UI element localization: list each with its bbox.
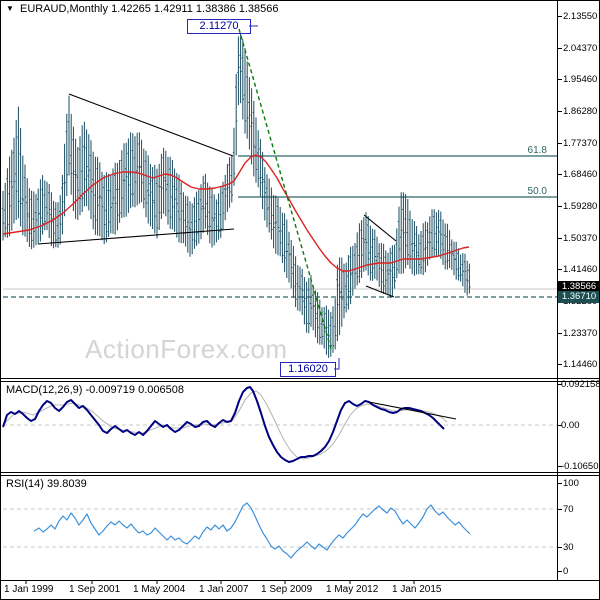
rsi-axis-label: 30 <box>563 542 574 553</box>
rsi-indicator-label: RSI(14) 39.8039 <box>6 478 87 490</box>
price-axis-label: 2.13550 <box>563 11 598 22</box>
price-axis-label: 1.77370 <box>563 138 598 149</box>
ohlc-close: 1.38566 <box>238 3 279 15</box>
price-axis-label: 1.59280 <box>563 201 598 212</box>
wedge-lower-trendline <box>365 285 395 298</box>
date-axis-label: 1 Jan 1999 <box>4 584 54 595</box>
macd-indicator-label: MACD(12,26,9) -0.009719 0.006508 <box>6 384 184 396</box>
price-axis-label: 1.95460 <box>563 74 598 85</box>
macd-trendline <box>368 401 457 420</box>
symbol-period-label: EURAUD,Monthly <box>19 3 109 15</box>
price-axis-label: 2.04370 <box>563 43 598 54</box>
macd-main-line <box>2 386 445 463</box>
rsi-axis-label: 100 <box>563 478 579 489</box>
chart-title-bar: ▼ EURAUD,Monthly 1.42265 1.42911 1.38386… <box>6 3 279 15</box>
date-axis-label: 1 May 2012 <box>326 584 379 595</box>
peak-price-annotation[interactable]: 2.11270 <box>187 19 251 34</box>
collapse-chart-icon[interactable]: ▼ <box>6 4 14 13</box>
date-axis-label: 1 Jan 2015 <box>392 584 442 595</box>
projection-dashed-line <box>238 28 332 350</box>
watermark: ActionForex.com <box>85 334 288 364</box>
price-axis-label: 1.86280 <box>563 106 598 117</box>
ohlc-low: 1.38386 <box>195 3 236 15</box>
red-moving-average <box>2 154 470 272</box>
wedge-upper-trendline <box>363 214 397 242</box>
macd-signal-line <box>2 390 448 460</box>
level-price-badge: 1.36710 <box>558 291 599 303</box>
price-axis-label: 1.23370 <box>563 328 598 339</box>
macd-axis-label: 0.00 <box>561 420 580 431</box>
price-bars <box>1 34 471 358</box>
price-axis-label: 1.50370 <box>563 233 598 244</box>
triangle-upper-trendline <box>68 93 234 157</box>
rsi-axis-label: 70 <box>563 504 574 515</box>
macd-axis-label: -0.106503 <box>561 461 600 472</box>
price-axis-label: 1.14460 <box>563 359 598 370</box>
ohlc-high: 1.42911 <box>153 3 193 15</box>
date-axis-label: 1 Jan 2007 <box>199 584 249 595</box>
macd-axis-label: 0.092158 <box>561 379 600 390</box>
date-axis-label: 1 May 2004 <box>133 584 186 595</box>
current-price-badge: 1.38566 <box>558 281 599 293</box>
rsi-line <box>33 502 471 559</box>
trough-price-annotation[interactable]: 1.16020 <box>280 362 336 377</box>
date-axis-label: 1 Sep 2001 <box>69 584 121 595</box>
ohlc-open: 1.42265 <box>111 3 151 15</box>
triangle-lower-trendline <box>37 228 235 245</box>
fib-50-0-label: 50.0 <box>527 186 547 197</box>
price-axis-label: 1.68460 <box>563 169 598 180</box>
price-axis-label: 1.41460 <box>563 264 598 275</box>
fib-61-8-label: 61.8 <box>527 145 547 156</box>
rsi-axis-label: 0 <box>563 566 569 577</box>
date-axis-label: 1 Sep 2009 <box>261 584 313 595</box>
